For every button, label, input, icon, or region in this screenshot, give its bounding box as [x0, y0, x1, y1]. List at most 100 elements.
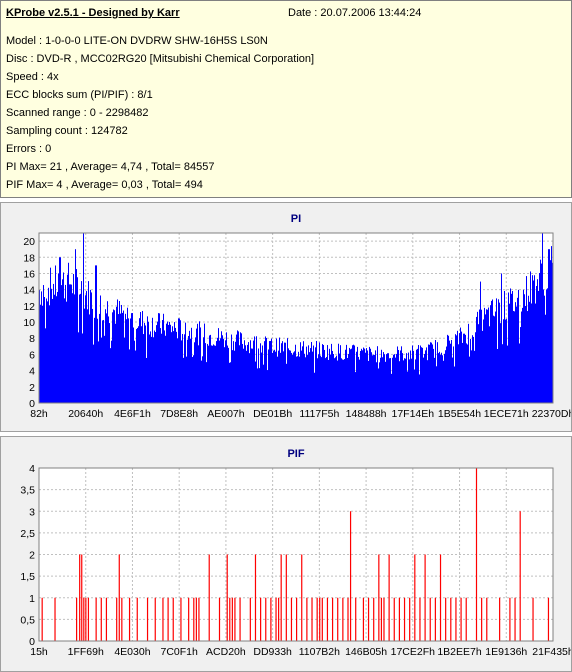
pi-bar [201, 360, 202, 403]
pi-bar [390, 358, 391, 403]
pi-bar [365, 352, 366, 403]
pi-bar [216, 341, 217, 403]
pi-bar [329, 348, 330, 403]
pi-bar [373, 354, 374, 403]
pi-bar [509, 303, 510, 403]
pi-bar [536, 285, 537, 403]
pif-bar [280, 554, 282, 641]
pi-bar [466, 343, 467, 403]
pif-bar [265, 597, 267, 641]
pif-bar [414, 554, 416, 641]
pi-bar [323, 344, 324, 403]
pi-bar [236, 334, 237, 403]
plot-border [38, 467, 554, 642]
pi-bar [195, 337, 196, 403]
pif-bar [460, 597, 462, 641]
pif-bar [455, 597, 457, 641]
pi-bar [116, 306, 117, 403]
pi-bar [512, 291, 513, 403]
x-tick-label: 148488h [346, 408, 387, 420]
pi-bar [519, 343, 520, 403]
pif-bar [79, 554, 81, 641]
pi-bar [374, 354, 375, 403]
pif-bar [450, 597, 452, 641]
pi-bar [155, 332, 156, 403]
pi-bar [210, 334, 211, 403]
pi-bar [227, 345, 228, 403]
pi-bar [490, 305, 491, 403]
pif-bar [154, 597, 156, 641]
pi-bar [394, 354, 395, 403]
pi-bar [289, 350, 290, 403]
pi-bar [222, 335, 223, 403]
pi-bar [287, 338, 288, 403]
pi-bar [87, 309, 88, 403]
pi-bar [167, 321, 168, 403]
pi-bar [450, 343, 451, 403]
pif-bar [367, 597, 370, 641]
pi-bar [298, 351, 299, 403]
chart-title: PIF [287, 448, 304, 460]
pi-bar [309, 352, 310, 403]
pi-bar [483, 319, 484, 403]
pi-bar [75, 249, 76, 403]
pi-bar [324, 349, 325, 403]
pi-bar [418, 345, 419, 403]
pi-bar [56, 296, 57, 403]
pi-bar [461, 331, 462, 403]
pi-bar [180, 320, 181, 403]
pi-bar [371, 352, 372, 403]
pi-bar [106, 313, 107, 403]
pi-bar [414, 369, 415, 403]
pi-bar [469, 356, 470, 403]
pi-bar [295, 344, 296, 403]
pif-bar [475, 468, 478, 641]
pi-bar [389, 358, 390, 403]
pi-bar [65, 284, 66, 403]
pi-bar [110, 348, 111, 403]
pi-bar [343, 359, 344, 403]
pi-bar [203, 337, 204, 403]
pi-bar [119, 300, 120, 403]
pi-bar [434, 357, 435, 403]
pi-bar [404, 358, 405, 403]
pi-bar [430, 342, 431, 403]
pi-bar [101, 337, 102, 403]
pi-bar [453, 346, 454, 403]
pi-bar [517, 297, 518, 403]
pif-bar [398, 597, 400, 641]
y-tick-label: 1 [29, 593, 35, 605]
pi-bar [213, 344, 214, 403]
pi-bar [82, 333, 83, 403]
pi-bar [77, 277, 78, 403]
pi-bar [255, 361, 256, 403]
info-panel: KProbe v2.5.1 - Designed by Karr Date : … [0, 0, 572, 198]
pi-bar [235, 341, 236, 403]
pi-bar [527, 311, 528, 403]
pi-bar [369, 346, 370, 403]
pi-bar [79, 294, 80, 403]
pi-bar [132, 313, 133, 403]
pi-bar [281, 343, 282, 403]
pi-bar [230, 362, 231, 403]
pi-bar [514, 311, 515, 403]
x-tick-label: 1107B2h [299, 646, 340, 658]
pi-bar [59, 257, 60, 403]
pi-bar [370, 348, 371, 403]
pi-bar [349, 347, 350, 403]
pi-bar [532, 275, 533, 403]
pif-bar [146, 597, 149, 641]
pi-bar [337, 360, 338, 403]
pi-bar [534, 275, 535, 403]
pi-bar [367, 350, 368, 403]
pi-bar [507, 345, 508, 403]
pi-bar [175, 327, 176, 403]
y-tick-label: 10 [23, 317, 35, 329]
pi-bar [204, 323, 205, 403]
pi-bar [208, 345, 209, 403]
pi-bar [290, 350, 291, 403]
pi-bar [48, 287, 49, 403]
pi-bar [550, 260, 551, 403]
pi-bar [219, 340, 220, 403]
pi-bar [153, 337, 154, 403]
